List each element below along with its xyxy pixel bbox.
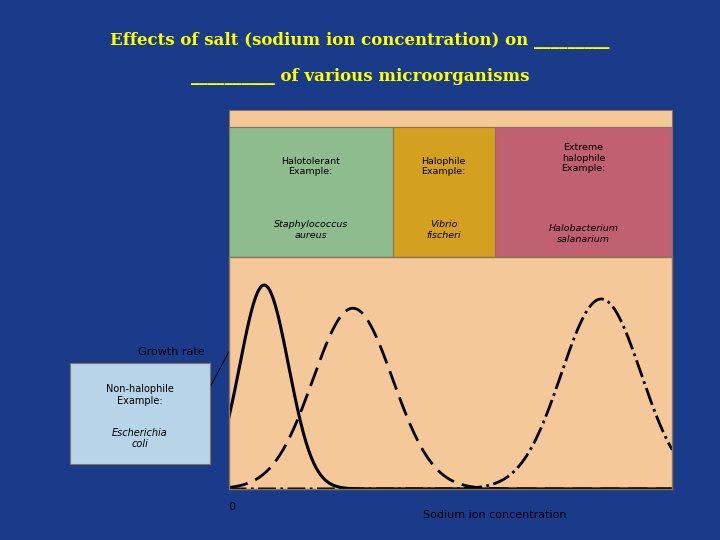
Text: Halobacterium
salanarium: Halobacterium salanarium <box>549 225 618 244</box>
Text: Growth rate: Growth rate <box>138 347 205 357</box>
Text: Staphylococcus
aureus: Staphylococcus aureus <box>274 220 348 240</box>
Bar <box>393 127 495 257</box>
Bar <box>229 127 393 257</box>
Text: Extreme
halophile
Example:: Extreme halophile Example: <box>562 144 606 173</box>
Text: Effects of salt (sodium ion concentration) on _________: Effects of salt (sodium ion concentratio… <box>110 32 610 49</box>
Text: 0: 0 <box>228 502 235 511</box>
Text: __________ of various microorganisms: __________ of various microorganisms <box>191 68 529 85</box>
Bar <box>71 362 210 464</box>
Text: Sodium ion concentration: Sodium ion concentration <box>423 510 567 520</box>
Text: Halotolerant
Example:: Halotolerant Example: <box>282 157 340 177</box>
Text: Halophile
Example:: Halophile Example: <box>422 157 466 177</box>
Bar <box>229 110 672 127</box>
Bar <box>495 127 672 257</box>
Text: Escherichia
coli: Escherichia coli <box>112 428 168 449</box>
Text: Non-halophile
Example:: Non-halophile Example: <box>106 384 174 406</box>
Text: Vibrio
fischeri: Vibrio fischeri <box>426 220 461 240</box>
